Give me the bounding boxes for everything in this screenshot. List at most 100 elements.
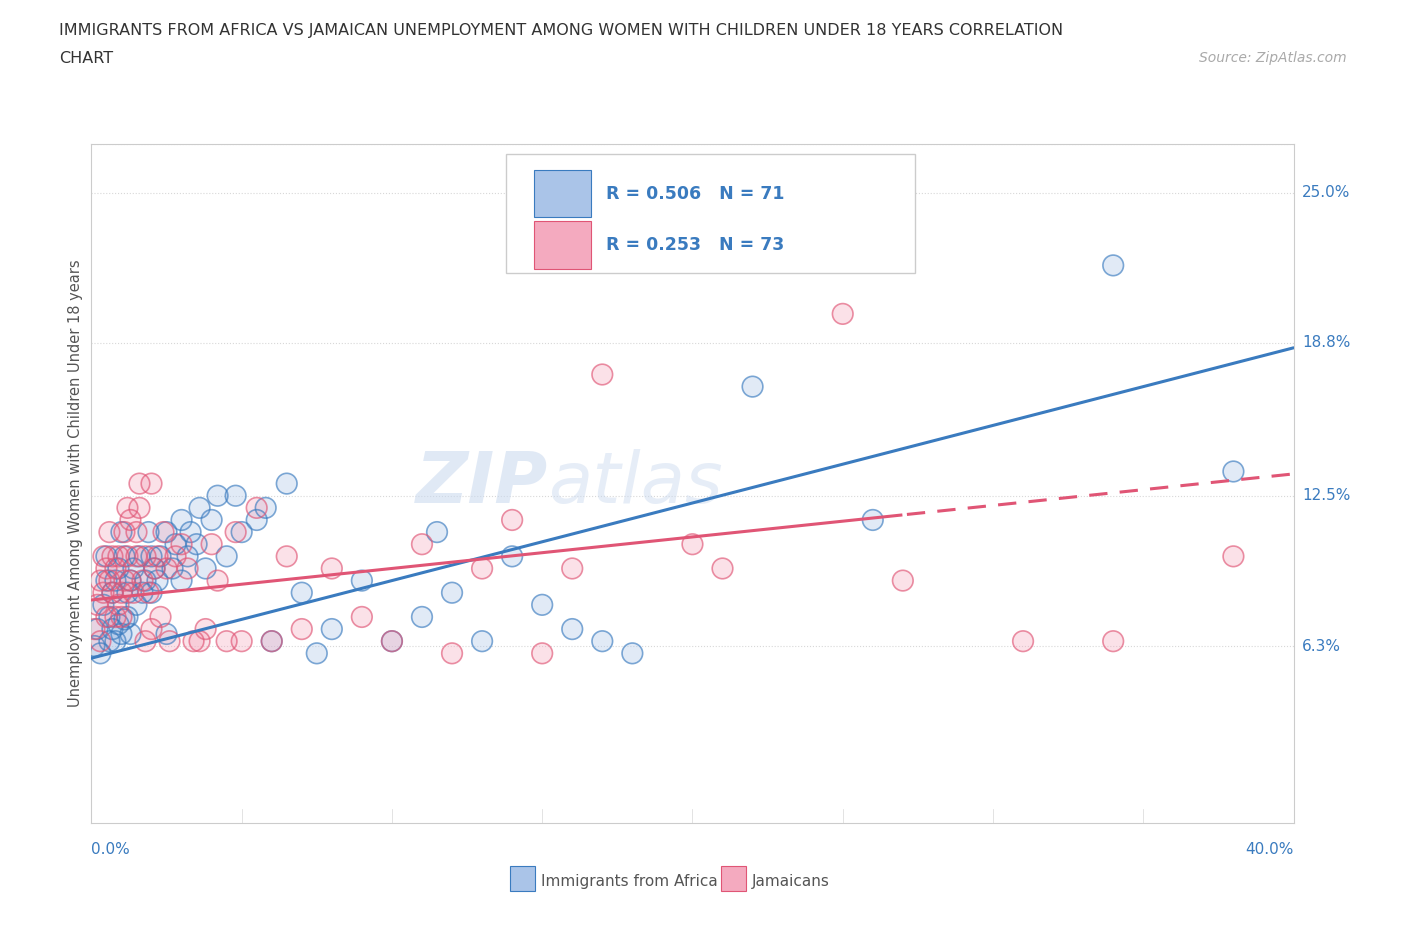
Point <box>165 537 187 551</box>
Point <box>381 633 404 648</box>
Point <box>96 609 118 624</box>
Point <box>159 633 181 648</box>
Point <box>591 367 613 382</box>
Point <box>321 621 343 636</box>
Point <box>170 573 193 588</box>
Point <box>149 609 172 624</box>
Point <box>89 646 111 661</box>
Point <box>381 633 404 648</box>
Point <box>1222 549 1244 564</box>
Point <box>120 573 142 588</box>
Point <box>131 573 153 588</box>
Point <box>101 621 124 636</box>
Point <box>531 646 554 661</box>
Point <box>215 549 238 564</box>
Point <box>1102 633 1125 648</box>
Point <box>891 573 914 588</box>
Point <box>215 633 238 648</box>
Point <box>83 639 105 654</box>
Point <box>89 573 111 588</box>
Point <box>107 549 129 564</box>
Point <box>531 597 554 612</box>
Point <box>186 537 208 551</box>
Point <box>114 612 136 627</box>
Point <box>141 476 163 491</box>
Point <box>1102 258 1125 272</box>
Point <box>426 525 449 539</box>
Point <box>155 561 177 576</box>
Point <box>128 476 150 491</box>
Point <box>561 561 583 576</box>
Point <box>101 585 124 600</box>
Point <box>128 549 150 564</box>
Point <box>114 573 136 588</box>
Point <box>122 561 145 576</box>
Text: 0.0%: 0.0% <box>91 843 131 857</box>
Point <box>165 549 187 564</box>
Point <box>101 549 124 564</box>
Point <box>170 512 193 527</box>
Point <box>128 500 150 515</box>
Point <box>501 549 523 564</box>
Text: 12.5%: 12.5% <box>1302 488 1350 503</box>
Text: Source: ZipAtlas.com: Source: ZipAtlas.com <box>1199 51 1347 65</box>
Point <box>321 561 343 576</box>
Point <box>1222 464 1244 479</box>
Point <box>207 573 229 588</box>
Point <box>86 621 108 636</box>
Point <box>188 500 211 515</box>
Point <box>143 561 166 576</box>
Point <box>350 573 373 588</box>
Point <box>83 621 105 636</box>
Point <box>134 633 156 648</box>
Point <box>98 609 121 624</box>
Point <box>225 525 247 539</box>
Point <box>188 633 211 648</box>
Point <box>231 633 253 648</box>
Point <box>621 646 644 661</box>
Point <box>96 561 118 576</box>
Point <box>231 525 253 539</box>
Point <box>276 476 298 491</box>
Point <box>862 512 884 527</box>
Point <box>104 573 127 588</box>
Point <box>107 561 129 576</box>
Point <box>114 525 136 539</box>
Point <box>170 512 193 527</box>
Point <box>831 307 853 322</box>
Point <box>260 633 283 648</box>
Point <box>98 525 121 539</box>
Point <box>110 609 132 624</box>
Point <box>104 633 127 648</box>
Point <box>254 500 277 515</box>
Point <box>741 379 763 394</box>
Point <box>260 633 283 648</box>
Point <box>201 537 224 551</box>
Point <box>134 633 156 648</box>
Point <box>155 627 177 642</box>
Point <box>122 585 145 600</box>
Point <box>120 627 142 642</box>
Point <box>86 597 108 612</box>
Point <box>141 476 163 491</box>
Point <box>188 500 211 515</box>
Point <box>104 609 127 624</box>
Point <box>93 585 115 600</box>
Point <box>107 597 129 612</box>
Text: 6.3%: 6.3% <box>1302 639 1341 654</box>
Point <box>561 561 583 576</box>
Point <box>120 573 142 588</box>
Point <box>89 633 111 648</box>
Point <box>194 561 217 576</box>
Point <box>93 597 115 612</box>
Point <box>110 609 132 624</box>
Point <box>350 573 373 588</box>
Point <box>149 549 172 564</box>
Point <box>621 646 644 661</box>
Point <box>114 525 136 539</box>
Point <box>98 573 121 588</box>
Point <box>1012 633 1035 648</box>
Point <box>176 549 198 564</box>
Point <box>122 585 145 600</box>
Point <box>215 633 238 648</box>
